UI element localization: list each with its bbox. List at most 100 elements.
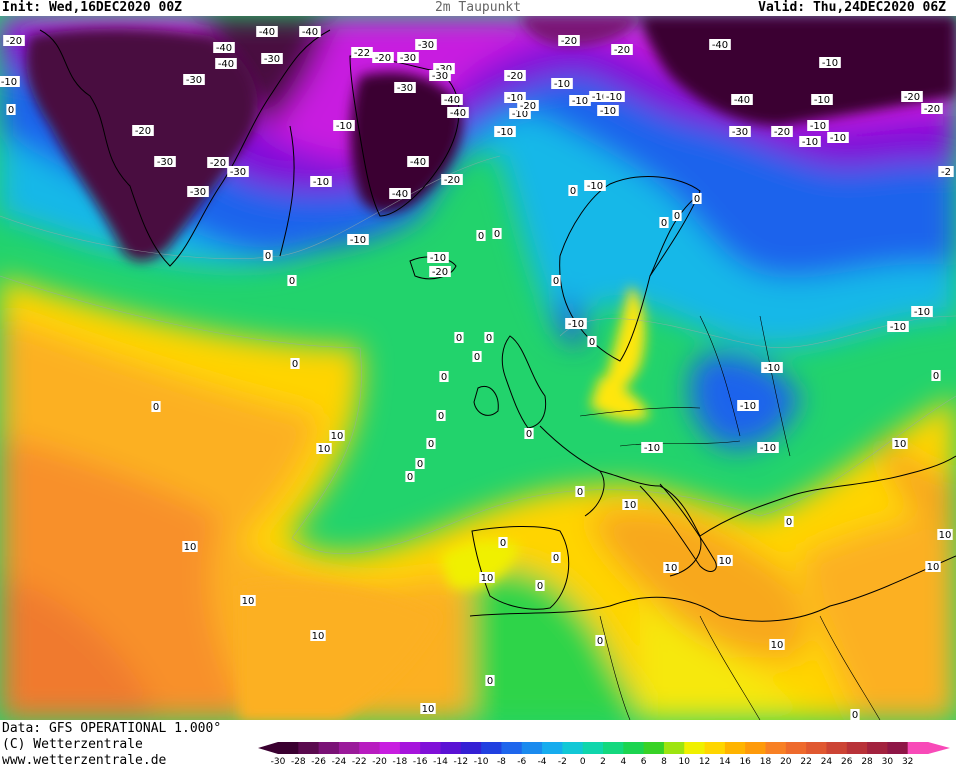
contour-label-text: 0 [8,105,14,116]
contour-label-text: 0 [265,251,271,262]
contour-label-text: 0 [933,371,939,382]
copyright-label: (C) Wetterzentrale [2,737,143,752]
contour-label-text: -10 [313,177,329,188]
dewpoint-field [0,16,956,720]
contour-label-text: -20 [904,92,920,103]
contour-label: 0 [524,428,534,440]
contour-label-text: 10 [184,542,197,553]
contour-label: -30 [397,52,419,64]
contour-label: -30 [227,166,249,178]
legend-swatch [603,742,624,754]
contour-label-text: -10 [1,77,17,88]
contour-label-text: -40 [734,95,750,106]
contour-label: -10 [807,120,829,132]
legend-tick-label: 32 [902,757,913,767]
contour-label: -20 [921,103,943,115]
legend-swatch [745,742,766,754]
contour-label: -10 [569,95,591,107]
contour-label-text: -20 [375,53,391,64]
contour-label: -10 [757,442,779,454]
contour-label: -30 [394,82,416,94]
legend-swatch [399,742,421,754]
map-title: 2m Taupunkt [434,0,522,15]
contour-label: -20 [132,125,154,137]
legend-swatch [318,742,340,754]
contour-label: 0 [551,275,561,287]
contour-label: 0 [595,635,605,647]
contour-label: 0 [439,371,449,383]
contour-label-text: -40 [259,27,275,38]
contour-label-text: 0 [674,211,680,222]
contour-label: -10 [504,92,526,104]
contour-label-text: 10 [771,640,784,651]
contour-label-text: 0 [589,337,595,348]
contour-label: -40 [407,156,429,168]
contour-label: -10 [761,362,783,374]
contour-label-text: -22 [354,48,370,59]
legend-swatch [826,742,848,754]
legend-swatch [481,742,502,754]
legend-tick-label: -20 [372,757,387,767]
contour-label-text: -10 [914,307,930,318]
contour-label-text: -10 [740,401,756,412]
contour-label: -20 [611,44,633,56]
contour-label: 0 [784,516,794,528]
contour-label: -10 [603,91,625,103]
contour-label: -10 [0,76,20,88]
legend-swatch [867,742,888,754]
contour-label: 0 [405,471,415,483]
legend-swatch [704,742,726,754]
contour-label-text: 0 [553,553,559,564]
legend-swatch [542,742,563,754]
contour-label: -10 [737,400,759,412]
contour-label: 0 [426,438,436,450]
contour-label-text: -30 [397,83,413,94]
legend-tick-label: -28 [291,757,306,767]
contour-label-text: -30 [400,53,416,64]
contour-label: -10 [887,321,909,333]
contour-label-text: 0 [441,372,447,383]
contour-label-text: 0 [292,359,298,370]
legend-tick-label: -10 [474,757,489,767]
legend-tick-label: 30 [882,757,894,767]
contour-label-text: 10 [312,631,325,642]
legend-tick-label: 2 [600,757,606,767]
contour-label-text: 0 [786,517,792,528]
contour-label: -10 [911,306,933,318]
contour-label: 0 [551,552,561,564]
legend-arrow-right [928,742,950,754]
contour-label-text: -40 [410,157,426,168]
contour-label: -20 [901,91,923,103]
contour-label: 10 [769,639,785,651]
contour-label-text: -10 [830,133,846,144]
dewpoint-map: -20 -10 0 -40 -40 -30 -40 -40 -30 -20 -30 -20 -30 -30… [0,16,956,720]
legend-swatch [887,742,909,754]
legend-swatch [562,742,584,754]
legend-swatch [521,742,543,754]
legend-tick-label: 6 [641,757,647,767]
contour-label-text: 10 [719,556,732,567]
contour-label-text: 0 [500,538,506,549]
contour-label: -40 [441,94,463,106]
contour-label: -30 [154,156,176,168]
legend-swatch [278,742,299,754]
legend-swatch [623,742,645,754]
legend-tick-label: -4 [538,757,547,767]
color-scale-legend: -30 -28 -26 -24 -22 -20 -18 -16 -14 -12 -10 -8 -6 -4-… [258,742,950,767]
legend-tick-label: -30 [271,757,286,767]
contour-label: 0 [498,537,508,549]
contour-label: -10 [551,78,573,90]
legend-swatch [785,742,807,754]
legend-swatch [582,742,604,754]
contour-label: 10 [310,630,326,642]
legend-tick-label: 26 [841,757,853,767]
contour-label-text: -20 [135,126,151,137]
contour-label: 0 [484,332,494,344]
contour-label-text: 0 [153,402,159,413]
contour-label: -20 [771,126,793,138]
contour-label: 0 [263,250,273,262]
contour-label-text: -30 [732,127,748,138]
contour-label: 0 [290,358,300,370]
contour-label-text: -10 [592,92,608,103]
legend-tick-label: -8 [497,757,506,767]
